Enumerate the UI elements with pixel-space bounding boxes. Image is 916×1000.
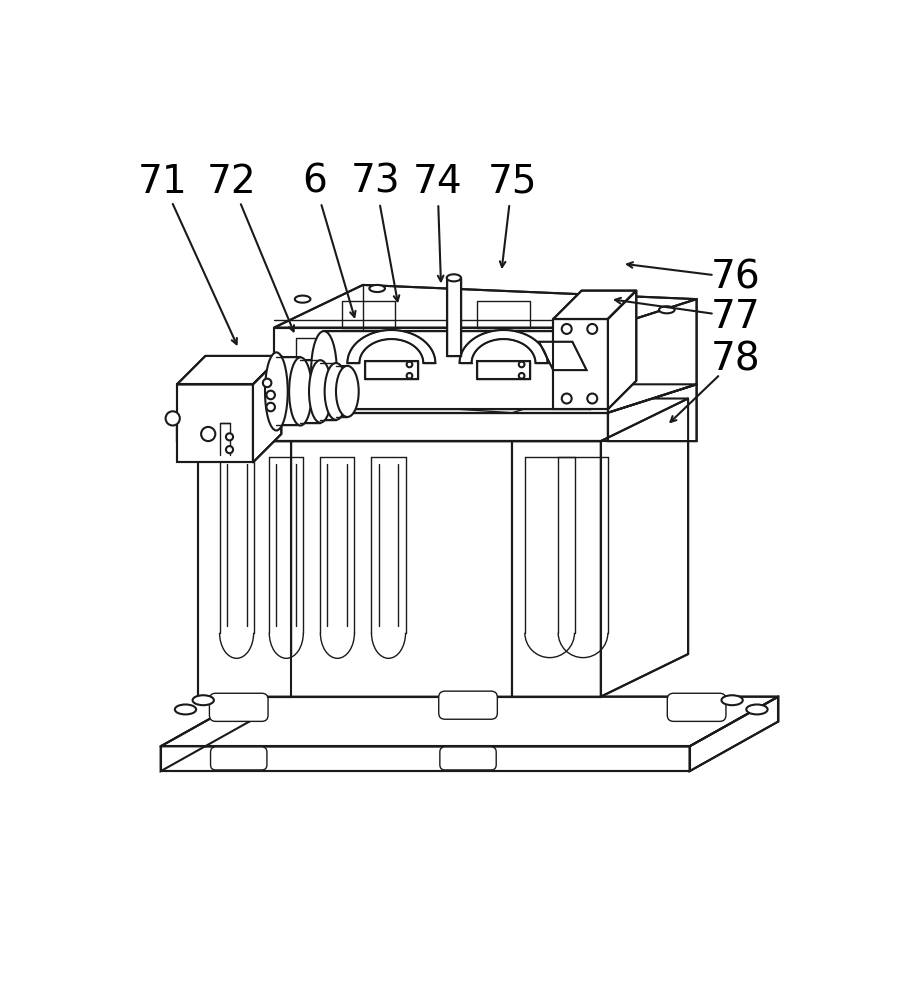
Text: 72: 72 — [207, 163, 256, 201]
Ellipse shape — [267, 391, 275, 399]
Ellipse shape — [263, 379, 271, 387]
Ellipse shape — [518, 373, 525, 379]
Polygon shape — [177, 356, 281, 384]
Text: 73: 73 — [351, 163, 400, 201]
Ellipse shape — [226, 446, 233, 453]
Polygon shape — [177, 384, 266, 441]
Text: 75: 75 — [487, 163, 537, 201]
Polygon shape — [608, 291, 637, 409]
Polygon shape — [321, 363, 336, 420]
Polygon shape — [553, 291, 637, 319]
FancyBboxPatch shape — [667, 693, 726, 721]
Polygon shape — [608, 384, 696, 441]
Polygon shape — [177, 384, 696, 413]
Polygon shape — [198, 441, 512, 697]
Polygon shape — [447, 278, 461, 356]
Ellipse shape — [295, 296, 311, 303]
Ellipse shape — [722, 695, 743, 705]
Polygon shape — [274, 328, 608, 413]
Polygon shape — [160, 697, 249, 771]
Ellipse shape — [407, 373, 412, 379]
Ellipse shape — [324, 363, 347, 420]
Polygon shape — [253, 356, 281, 462]
Ellipse shape — [407, 362, 412, 367]
Ellipse shape — [562, 394, 572, 403]
Ellipse shape — [447, 274, 461, 281]
Ellipse shape — [369, 285, 385, 292]
Text: 71: 71 — [138, 163, 188, 201]
Polygon shape — [608, 299, 696, 413]
Polygon shape — [553, 319, 608, 409]
Ellipse shape — [311, 331, 337, 409]
Polygon shape — [512, 441, 601, 697]
FancyBboxPatch shape — [211, 747, 267, 770]
Polygon shape — [460, 330, 548, 363]
Polygon shape — [274, 285, 696, 328]
Polygon shape — [365, 361, 418, 379]
Ellipse shape — [202, 427, 215, 441]
Ellipse shape — [309, 360, 332, 423]
Polygon shape — [300, 360, 321, 423]
Polygon shape — [177, 413, 608, 441]
Polygon shape — [336, 366, 347, 417]
Polygon shape — [324, 331, 590, 409]
Polygon shape — [198, 399, 688, 441]
Ellipse shape — [175, 704, 196, 714]
Ellipse shape — [336, 366, 359, 417]
Polygon shape — [601, 399, 688, 697]
Ellipse shape — [166, 411, 180, 425]
Polygon shape — [477, 361, 530, 379]
Ellipse shape — [659, 306, 674, 313]
Text: 77: 77 — [711, 298, 760, 336]
Polygon shape — [277, 357, 300, 425]
Polygon shape — [177, 384, 253, 462]
Polygon shape — [539, 342, 586, 370]
Ellipse shape — [589, 296, 605, 303]
Text: 76: 76 — [711, 259, 760, 297]
Ellipse shape — [518, 362, 525, 367]
Text: 78: 78 — [711, 340, 760, 378]
Polygon shape — [690, 697, 779, 771]
Ellipse shape — [226, 433, 233, 440]
FancyBboxPatch shape — [440, 747, 496, 770]
FancyBboxPatch shape — [210, 693, 268, 721]
Polygon shape — [347, 330, 435, 363]
Ellipse shape — [587, 394, 597, 403]
Ellipse shape — [192, 695, 214, 705]
Ellipse shape — [587, 324, 597, 334]
Polygon shape — [160, 746, 690, 771]
Ellipse shape — [289, 357, 311, 425]
FancyBboxPatch shape — [439, 691, 497, 719]
Polygon shape — [160, 697, 779, 746]
Ellipse shape — [265, 352, 288, 430]
Ellipse shape — [267, 403, 275, 411]
Ellipse shape — [562, 324, 572, 334]
Ellipse shape — [747, 704, 768, 714]
Ellipse shape — [577, 331, 603, 409]
Text: 6: 6 — [302, 163, 327, 201]
Text: 74: 74 — [413, 163, 463, 201]
